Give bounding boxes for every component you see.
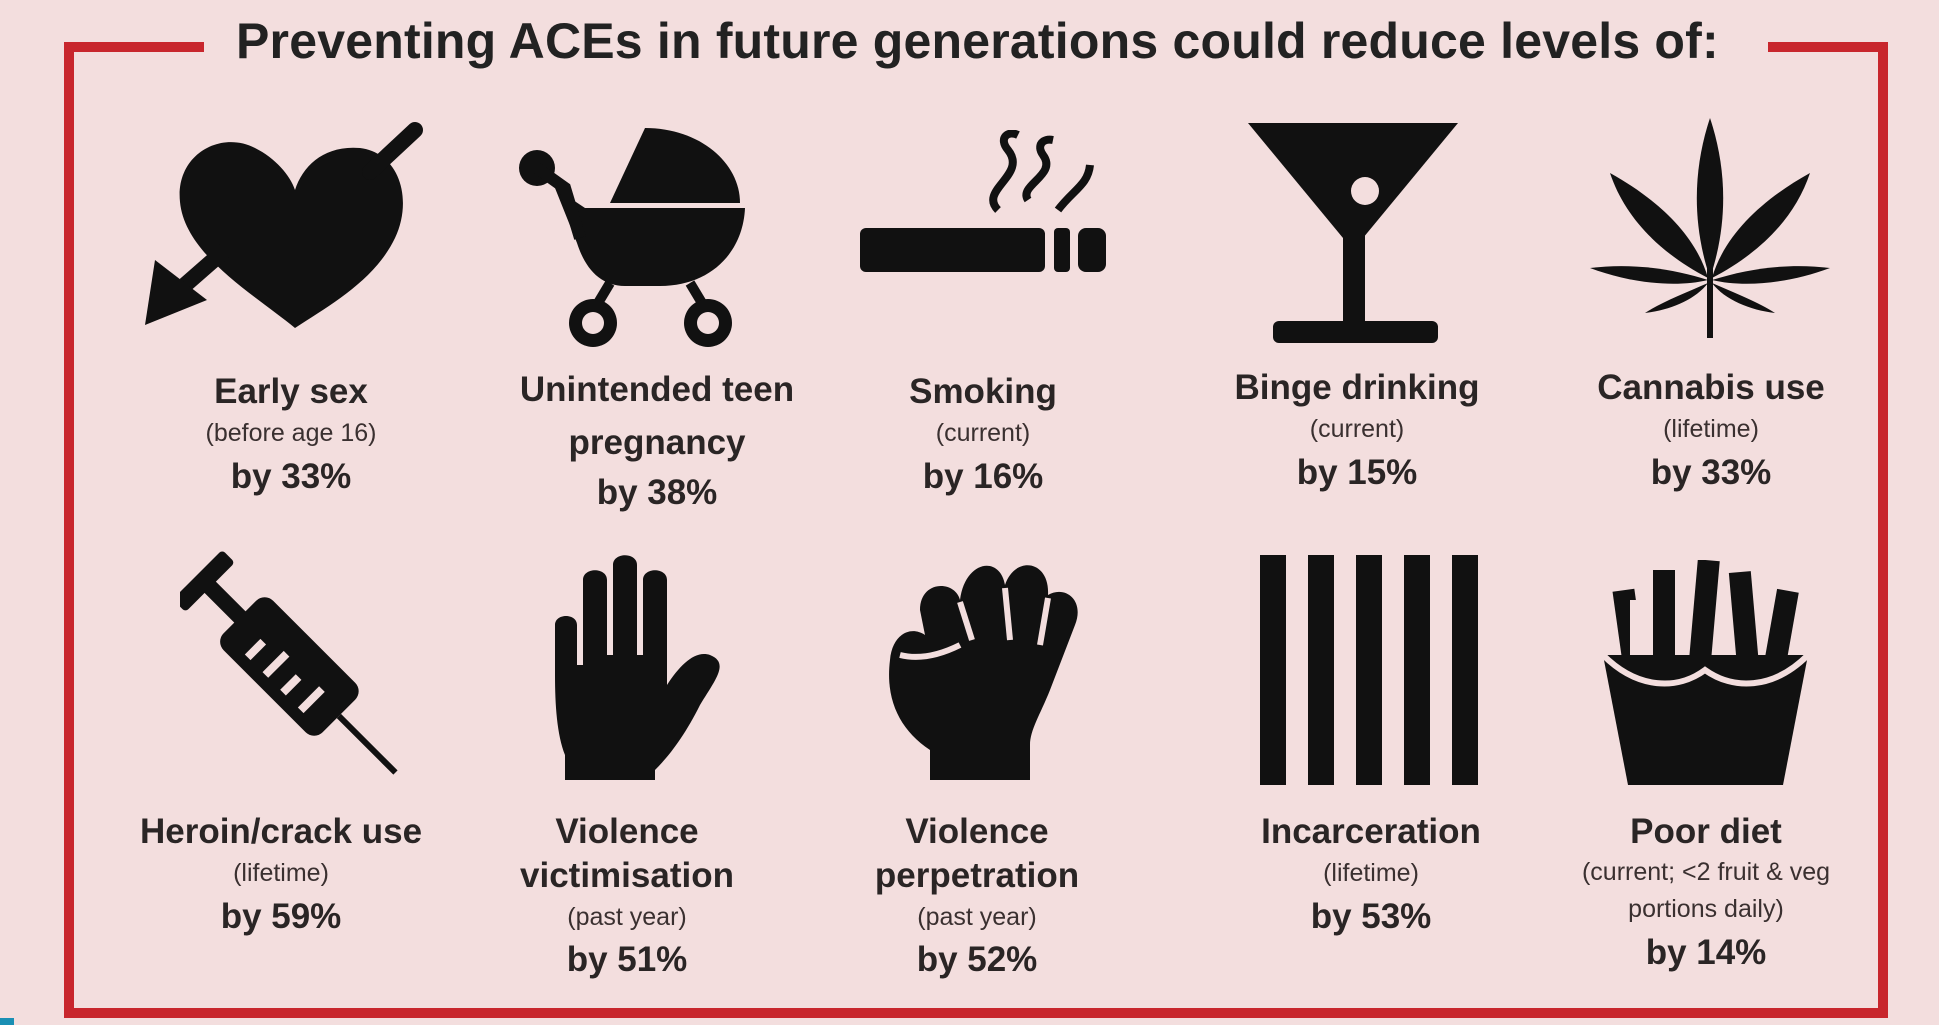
stat-note: (current) — [935, 418, 1031, 447]
stat-value: by 53% — [1310, 896, 1432, 936]
stat-label: Binge drinking — [1234, 368, 1480, 407]
stat-poor-diet: Poor diet (current; <2 fruit & veg porti… — [1536, 810, 1876, 976]
stat-early-sex: Early sex (before age 16) by 33% — [126, 370, 456, 500]
stat-unintended-teen-pregnancy: Unintended teen pregnancy by 38% — [487, 364, 827, 516]
stat-value: by 14% — [1645, 932, 1767, 972]
stat-heroin-crack-use: Heroin/crack use (lifetime) by 59% — [116, 810, 446, 940]
stat-label: Cannabis use — [1597, 368, 1825, 407]
stat-value: by 59% — [220, 896, 342, 936]
stat-note: (lifetime) — [1323, 858, 1419, 887]
stat-label: Early sex — [214, 372, 368, 411]
frame-top-right-segment — [1768, 42, 1888, 52]
heart-with-arrow-icon — [145, 122, 423, 328]
stat-smoking: Smoking (current) by 16% — [818, 370, 1148, 500]
page-title: Preventing ACEs in future generations co… — [236, 13, 1719, 69]
prison-bars-icon — [1260, 555, 1478, 785]
frame-top-left-segment — [64, 42, 204, 52]
syringe-icon — [180, 551, 398, 775]
stat-value: by 15% — [1296, 452, 1418, 492]
stat-value: by 33% — [1650, 452, 1772, 492]
cigarette-icon — [860, 130, 1106, 272]
corner-accent — [0, 1018, 14, 1025]
stat-value: by 38% — [596, 473, 718, 512]
stat-label: Violence victimisation — [520, 812, 734, 895]
stat-value: by 52% — [916, 940, 1038, 980]
red-frame — [64, 42, 1888, 1018]
stat-note: (past year) — [567, 902, 687, 931]
fries-icon — [1600, 560, 1811, 785]
raised-hand-icon — [555, 555, 720, 780]
stat-violence-victimisation: Violence victimisation (past year) by 51… — [462, 810, 792, 984]
stat-value: by 51% — [566, 940, 688, 980]
fist-icon — [889, 565, 1078, 780]
stat-violence-perpetration: Violence perpetration (past year) by 52% — [812, 810, 1142, 984]
stat-note: (lifetime) — [233, 858, 329, 887]
stat-note: (lifetime) — [1663, 414, 1759, 443]
baby-pram-icon — [519, 128, 745, 347]
stat-note: (past year) — [917, 902, 1037, 931]
stat-note: (current) — [1309, 414, 1405, 443]
stat-incarceration: Incarceration (lifetime) by 53% — [1206, 810, 1536, 940]
stat-note: (before age 16) — [205, 418, 377, 447]
stat-label: Unintended teen pregnancy — [519, 370, 795, 462]
stat-label: Heroin/crack use — [139, 812, 423, 851]
stat-value: by 33% — [230, 456, 352, 496]
stat-value: by 16% — [922, 456, 1044, 496]
stat-label: Smoking — [909, 372, 1057, 411]
stat-note: (current; <2 fruit & veg portions daily) — [1581, 857, 1831, 924]
stat-label: Poor diet — [1630, 812, 1782, 851]
cocktail-glass-icon — [1248, 123, 1458, 343]
stat-label: Violence perpetration — [874, 812, 1080, 895]
cannabis-leaf-icon — [1590, 118, 1830, 338]
stat-label: Incarceration — [1261, 812, 1481, 851]
stat-binge-drinking: Binge drinking (current) by 15% — [1192, 366, 1522, 496]
stat-cannabis-use: Cannabis use (lifetime) by 33% — [1546, 366, 1876, 496]
